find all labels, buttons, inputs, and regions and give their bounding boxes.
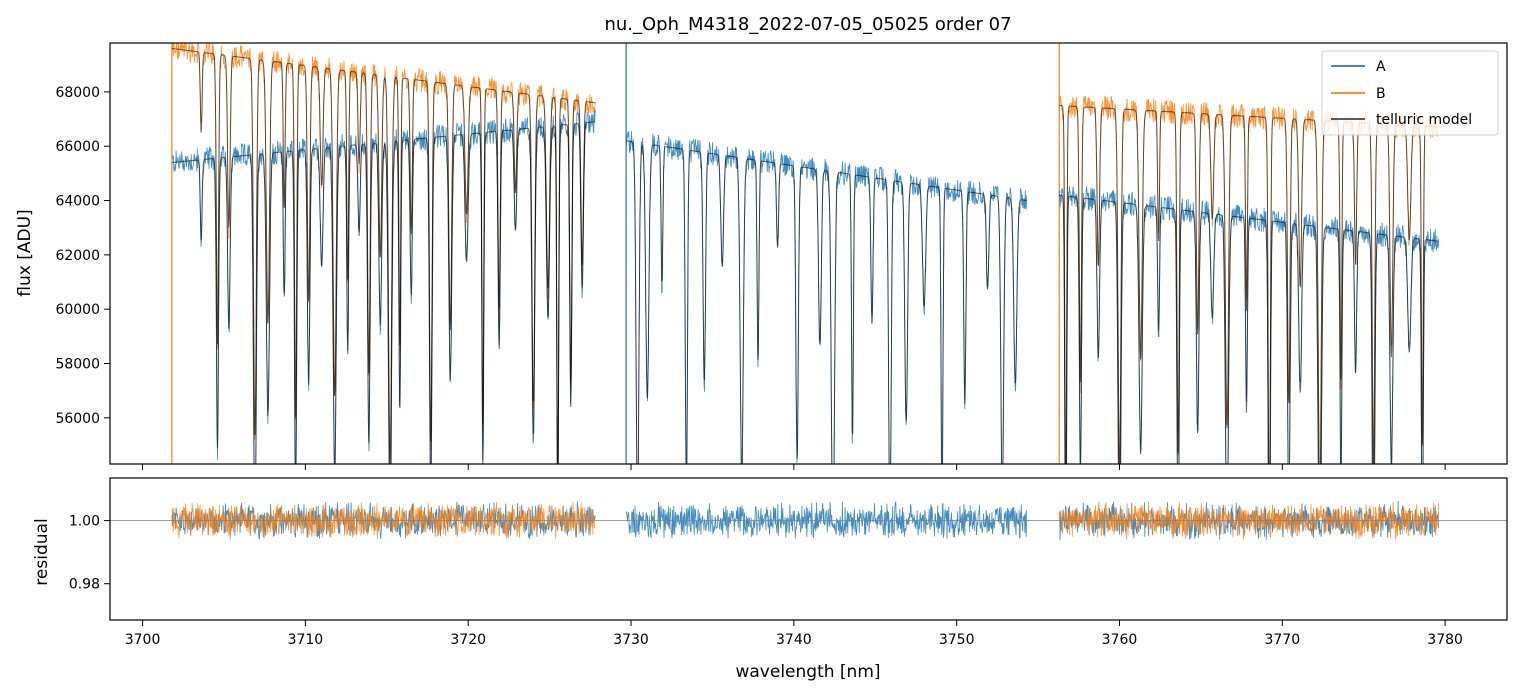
legend: A B telluric model [1321,50,1499,136]
y-tick-label: 56000 [55,411,100,427]
series-a-line [625,130,1028,464]
legend-label-b: B [1376,86,1386,102]
x-tick-label: 3740 [776,632,812,648]
x-tick-label: 3700 [125,632,161,648]
chart-title: nu._Oph_M4318_2022-07-05_05025 order 07 [604,14,1011,35]
telluric-model-line [626,140,1027,464]
x-tick-label: 3710 [288,632,324,648]
residual-axes-frame [109,477,1508,621]
legend-box [1321,50,1499,136]
residual-y-label: residual [32,518,52,585]
x-axis-label: wavelength [nm] [735,662,880,682]
telluric-model-line [171,121,596,464]
legend-label-model: telluric model [1376,112,1472,128]
spectrum-panel: 56000 58000 60000 62000 64000 66000 68000 flux… [15,42,1508,470]
y-tick-label: 58000 [55,357,100,373]
y-tick-label: 62000 [55,248,100,264]
y-tick-label: 0.98 [69,577,100,593]
x-tick-label: 3730 [613,632,649,648]
residual-panel: 0.98 1.00 3700 3710 3720 3730 3740 3750 3760 377… [32,477,1508,682]
y-tick-label: 66000 [55,139,100,155]
spectrum-y-ticks: 56000 58000 60000 62000 64000 66000 68000 [55,85,110,427]
residual-b-line [1058,501,1439,540]
residual-x-ticks: 3700 3710 3720 3730 3740 3750 3760 3770 3780 [125,620,1463,648]
y-tick-label: 1.00 [69,514,100,530]
y-tick-label: 68000 [55,85,100,101]
spectrum-x-ticks [142,464,1446,470]
spectrum-axes-frame [109,42,1508,465]
x-tick-label: 3760 [1102,632,1138,648]
x-tick-label: 3720 [450,632,486,648]
x-tick-label: 3780 [1427,632,1463,648]
x-tick-label: 3750 [939,632,975,648]
spectrum-y-label: flux [ADU] [15,209,35,296]
x-tick-label: 3770 [1264,632,1300,648]
telluric-model-line [171,47,596,464]
telluric-model-line [1059,105,1439,464]
telluric-model-line [1059,194,1439,464]
residual-b-line [171,501,596,540]
residual-a-line [625,500,1028,539]
legend-label-a: A [1376,59,1386,75]
y-tick-label: 60000 [55,302,100,318]
residual-y-ticks: 0.98 1.00 [69,514,110,593]
y-tick-label: 64000 [55,194,100,210]
